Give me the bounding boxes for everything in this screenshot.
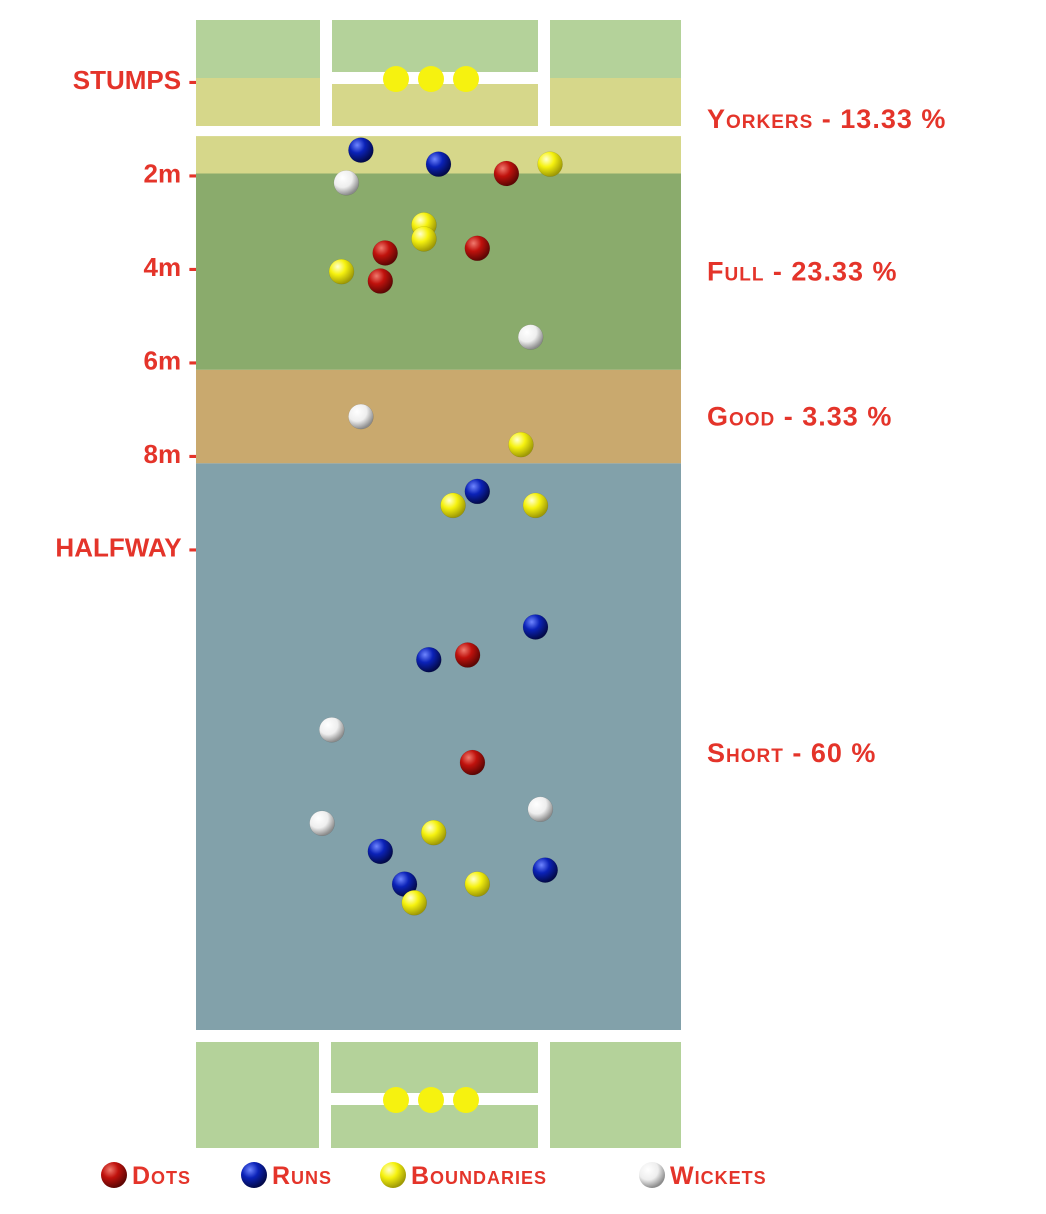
stumps-top [383, 66, 479, 92]
ball-boundaries [401, 890, 427, 916]
ball-boundaries [328, 258, 355, 285]
stump-marker [453, 66, 479, 92]
ball-boundaries [411, 226, 437, 252]
zone-label-yorkers: Yorkers - 13.33 % [707, 104, 946, 134]
ball-dots [459, 749, 486, 776]
stump-marker [453, 1087, 479, 1113]
legend-label-dots: Dots [132, 1162, 191, 1190]
ball-boundaries [440, 492, 466, 519]
legend: Dots Runs Boundaries Wickets [101, 1162, 767, 1190]
stump-marker [383, 66, 409, 92]
bottom-crease-area [196, 1030, 681, 1148]
legend-label-boundaries: Boundaries [411, 1162, 547, 1190]
stump-marker [383, 1087, 409, 1113]
ball-dots [454, 642, 481, 668]
legend-swatch-boundaries [380, 1162, 406, 1188]
ball-wickets [517, 324, 544, 350]
zone-label-full: Full - 23.33 % [707, 257, 898, 287]
ball-boundaries [537, 151, 563, 177]
stumps-bottom [383, 1087, 479, 1113]
stump-marker [418, 1087, 444, 1113]
zone-label-good: Good - 3.33 % [707, 402, 892, 432]
ball-runs [348, 137, 374, 163]
deliveries [309, 137, 563, 916]
zone-percentage-labels: Yorkers - 13.33 % Full - 23.33 % Good - 3.… [707, 104, 946, 768]
ball-runs [416, 646, 442, 673]
zone-good [196, 369, 681, 464]
ball-wickets [348, 403, 374, 430]
length-zones [196, 136, 681, 1044]
ball-runs [464, 478, 491, 505]
legend-label-wickets: Wickets [670, 1162, 767, 1190]
legend-swatch-runs [241, 1162, 267, 1188]
top-crease-area [196, 20, 681, 138]
distance-label-halfway: HALFWAY - [55, 533, 197, 563]
ball-runs [367, 838, 394, 865]
legend-item-dots: Dots [101, 1162, 191, 1190]
zone-label-short: Short - 60 % [707, 738, 876, 768]
distance-label-6m: 6m - [144, 346, 197, 376]
legend-swatch-dots [101, 1162, 127, 1188]
ball-runs [532, 857, 558, 883]
ball-dots [367, 268, 394, 294]
distance-label-8m: 8m - [144, 439, 197, 469]
legend-label-runs: Runs [272, 1162, 332, 1190]
legend-swatch-wickets [639, 1162, 665, 1188]
stump-marker [418, 66, 444, 92]
ball-boundaries [420, 819, 447, 846]
distance-label-stumps: STUMPS - [73, 65, 197, 95]
legend-item-boundaries: Boundaries [380, 1162, 547, 1190]
ball-runs [522, 614, 549, 640]
distance-labels: STUMPS - 2m - 4m - 6m - 8m - HALFWAY - [55, 65, 197, 563]
ball-dots [464, 235, 491, 262]
ball-wickets [527, 796, 554, 823]
zone-short [196, 463, 681, 1044]
ball-wickets [333, 170, 360, 196]
ball-wickets [319, 717, 345, 743]
legend-item-wickets: Wickets [639, 1162, 767, 1190]
ball-boundaries [522, 492, 549, 519]
zone-full [196, 173, 681, 370]
legend-item-runs: Runs [241, 1162, 332, 1190]
ball-dots [372, 240, 398, 266]
ball-wickets [309, 810, 335, 837]
ball-runs [425, 151, 452, 177]
distance-label-4m: 4m - [144, 252, 197, 282]
distance-label-2m: 2m - [144, 159, 197, 189]
ball-boundaries [464, 871, 491, 897]
ball-boundaries [508, 431, 534, 458]
ball-dots [493, 160, 520, 187]
